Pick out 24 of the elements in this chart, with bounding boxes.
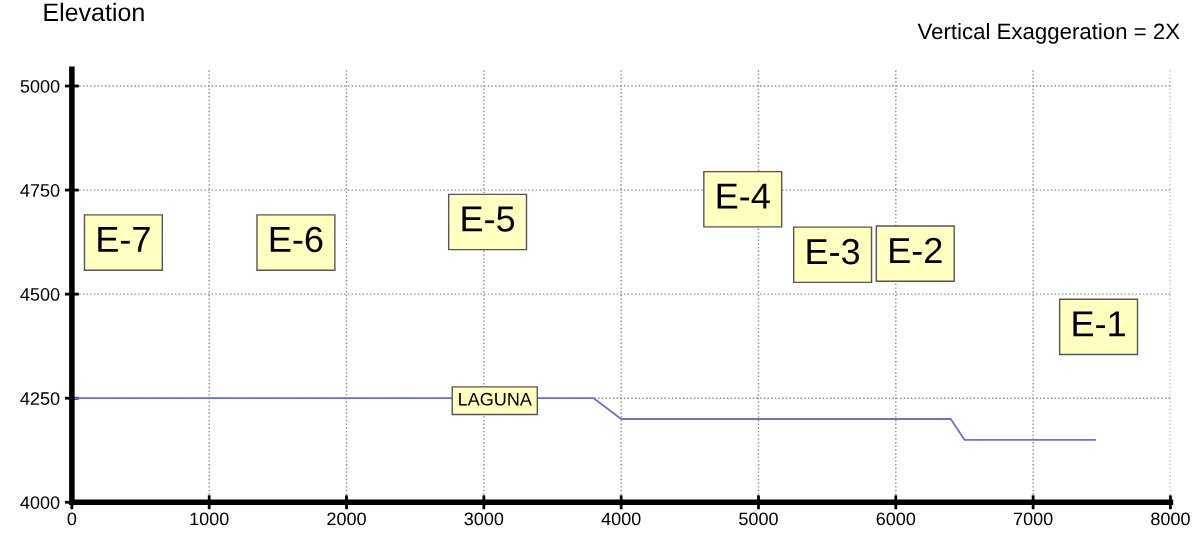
y-tick-label: 4750: [20, 184, 60, 197]
annotation: E-5: [462, 206, 515, 232]
annotation: E-3: [807, 238, 860, 265]
y-tick-label: 5000: [20, 79, 60, 93]
x-tick-label: 5000: [739, 512, 778, 526]
annotation: LAGUNA: [459, 392, 532, 406]
y-tick-label: 4000: [20, 496, 60, 509]
x-tick-label: 3000: [464, 512, 504, 526]
annotation: E-4: [717, 183, 770, 209]
text: Vertical Exaggeration = 2X: [917, 22, 1180, 44]
x-tick-label: 7000: [1013, 512, 1053, 526]
y-tick-label: 4500: [20, 288, 60, 301]
y-tick-label: 4250: [20, 392, 60, 405]
x-tick-label: 2000: [327, 512, 366, 526]
annotation: E-1: [1073, 311, 1125, 337]
x-tick-label: 0: [67, 512, 77, 526]
annotation: E-2: [890, 237, 942, 263]
annotation: E-7: [98, 227, 150, 252]
x-tick-label: 6000: [876, 512, 916, 526]
x-tick-label: 4000: [601, 512, 641, 526]
annotation: E-6: [270, 226, 323, 253]
y-axis-title: Elevation: [44, 2, 144, 22]
x-tick-label: 1000: [190, 512, 229, 526]
x-tick-label: 8000: [1151, 512, 1190, 526]
